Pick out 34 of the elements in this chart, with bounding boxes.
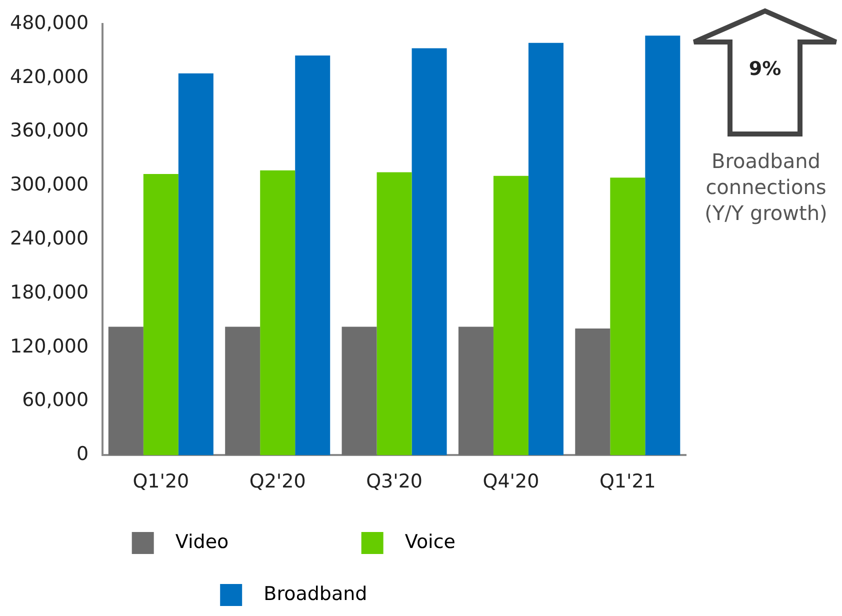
x-tick-label: Q1'21 bbox=[599, 470, 656, 493]
y-tick-label: 120,000 bbox=[10, 335, 89, 358]
bar bbox=[295, 55, 330, 456]
bar bbox=[178, 73, 214, 456]
bar bbox=[645, 36, 680, 456]
bar bbox=[610, 178, 646, 456]
bar bbox=[143, 174, 178, 456]
bar bbox=[376, 172, 412, 456]
x-tick-label: Q3'20 bbox=[366, 470, 423, 493]
bar bbox=[260, 170, 296, 456]
bar bbox=[458, 326, 494, 456]
bar bbox=[575, 328, 610, 456]
y-tick-label: 360,000 bbox=[10, 120, 89, 142]
y-tick-label: 480,000 bbox=[10, 12, 89, 34]
text: Broadband connections (Y/Y growth) bbox=[704, 148, 828, 226]
y-tick-label: 240,000 bbox=[10, 228, 89, 250]
bar bbox=[342, 326, 377, 456]
x-tick-label: Q2'20 bbox=[249, 470, 306, 493]
y-tick-label: 0 bbox=[76, 443, 89, 466]
text: 9% bbox=[748, 58, 782, 80]
bar bbox=[108, 326, 144, 456]
y-tick-label: 420,000 bbox=[10, 66, 89, 88]
bar bbox=[528, 42, 564, 456]
legend-label: Video bbox=[163, 530, 332, 553]
y-tick-label: 180,000 bbox=[10, 281, 89, 304]
x-tick-label: Q1'20 bbox=[132, 470, 190, 493]
legend-label: Broadband bbox=[252, 582, 470, 605]
y-tick-label: 60,000 bbox=[22, 389, 89, 412]
x-tick-label: Q4'20 bbox=[482, 470, 540, 493]
bar bbox=[412, 48, 447, 456]
legend-label: Voice bbox=[392, 530, 558, 553]
bar bbox=[225, 326, 260, 456]
y-tick-label: 300,000 bbox=[10, 174, 89, 196]
bar bbox=[493, 176, 528, 456]
